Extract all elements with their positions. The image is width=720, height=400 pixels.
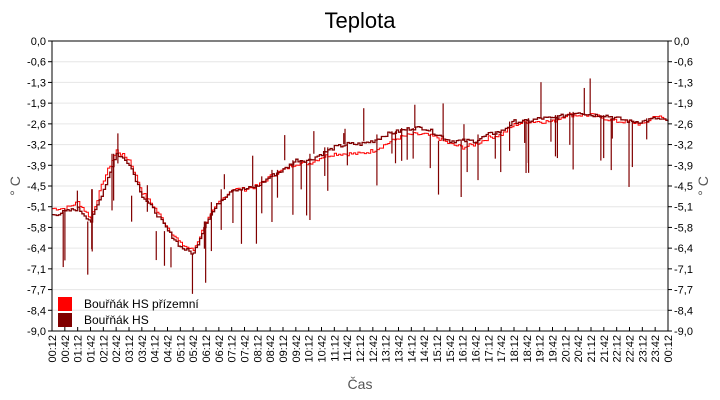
svg-text:-3,9: -3,9 (27, 160, 46, 172)
legend: Bouřňák HS přízemní Bouřňák HS (58, 296, 199, 328)
svg-text:09:42: 09:42 (291, 335, 303, 363)
svg-text:00:12: 00:12 (663, 335, 675, 363)
legend-swatch-red (58, 297, 72, 311)
svg-text:-2,6: -2,6 (27, 119, 46, 131)
svg-text:06:42: 06:42 (214, 335, 226, 363)
svg-text:-0,6: -0,6 (27, 57, 46, 69)
svg-text:-9,0: -9,0 (27, 326, 46, 338)
svg-text:15:12: 15:12 (432, 335, 444, 363)
svg-text:11:12: 11:12 (329, 335, 341, 362)
svg-text:07:42: 07:42 (240, 335, 252, 363)
svg-text:-5,1: -5,1 (674, 202, 693, 214)
legend-swatch-darkred (58, 313, 72, 327)
svg-text:19:42: 19:42 (548, 335, 560, 363)
svg-text:20:12: 20:12 (560, 335, 572, 363)
svg-text:-3,2: -3,2 (674, 140, 693, 152)
svg-text:-1,3: -1,3 (674, 77, 693, 89)
svg-text:-6,4: -6,4 (674, 243, 693, 255)
legend-item-ground[interactable]: Bouřňák HS přízemní (58, 296, 199, 312)
svg-text:04:42: 04:42 (163, 335, 175, 363)
x-axis-label: Čas (348, 376, 373, 392)
svg-text:22:12: 22:12 (612, 335, 624, 363)
svg-text:10:42: 10:42 (317, 335, 329, 363)
svg-text:05:42: 05:42 (188, 335, 200, 363)
svg-text:06:12: 06:12 (201, 335, 213, 363)
svg-text:01:42: 01:42 (86, 335, 98, 363)
legend-label: Bouřňák HS (84, 313, 149, 327)
svg-text:11:42: 11:42 (342, 335, 354, 362)
x-axis: 00:12 00:42 01:12 01:42 02:12 02:42 03:12 03:42… (47, 327, 675, 363)
svg-text:18:42: 18:42 (522, 335, 534, 363)
svg-text:17:42: 17:42 (496, 335, 508, 363)
svg-text:15:42: 15:42 (445, 335, 457, 363)
svg-text:-8,4: -8,4 (674, 305, 693, 317)
svg-text:08:42: 08:42 (265, 335, 277, 363)
y-axis-right: 0,0 -0,6 -1,3 -1,9 -2,6 -3,2 -3,9 -4,5 -5,1 -5,8 -… (668, 36, 693, 338)
y-axis-left: 0,0 -0,6 -1,3 -1,9 -2,6 -3,2 -3,9 -4,5 -5,1 -5,8 -… (27, 36, 52, 338)
svg-text:22:42: 22:42 (625, 335, 637, 363)
svg-text:12:42: 12:42 (368, 335, 380, 363)
y-axis-label-right: ° C (695, 176, 711, 196)
svg-text:19:12: 19:12 (535, 335, 547, 363)
svg-text:14:12: 14:12 (406, 335, 418, 363)
svg-text:-1,3: -1,3 (27, 77, 46, 89)
svg-text:23:12: 23:12 (637, 335, 649, 363)
svg-text:21:42: 21:42 (599, 335, 611, 363)
svg-text:-4,5: -4,5 (27, 181, 46, 193)
svg-text:-9,0: -9,0 (674, 326, 693, 338)
svg-text:02:12: 02:12 (98, 335, 110, 363)
svg-text:03:42: 03:42 (137, 335, 149, 363)
svg-text:-0,6: -0,6 (674, 57, 693, 69)
svg-text:01:12: 01:12 (73, 335, 85, 363)
svg-text:-8,4: -8,4 (27, 305, 46, 317)
chart-title: Teplota (324, 8, 396, 33)
svg-text:-7,1: -7,1 (674, 264, 693, 276)
data-series (52, 78, 669, 294)
svg-text:-1,9: -1,9 (27, 98, 46, 110)
svg-text:-7,7: -7,7 (27, 285, 46, 297)
svg-text:13:42: 13:42 (394, 335, 406, 363)
svg-text:21:12: 21:12 (586, 335, 598, 363)
grid-lines (52, 61, 668, 311)
svg-text:14:42: 14:42 (419, 335, 431, 363)
svg-text:-6,4: -6,4 (27, 243, 46, 255)
y-axis-label-left: ° C (7, 176, 23, 196)
svg-text:03:12: 03:12 (124, 335, 136, 363)
svg-text:10:12: 10:12 (304, 335, 316, 363)
svg-text:13:12: 13:12 (381, 335, 393, 363)
svg-text:05:12: 05:12 (175, 335, 187, 363)
svg-text:-3,9: -3,9 (674, 160, 693, 172)
legend-item-hs[interactable]: Bouřňák HS (58, 312, 199, 328)
svg-text:17:12: 17:12 (483, 335, 495, 363)
svg-text:16:42: 16:42 (471, 335, 483, 363)
svg-text:-5,8: -5,8 (27, 222, 46, 234)
svg-text:-4,5: -4,5 (674, 181, 693, 193)
svg-text:0,0: 0,0 (31, 36, 46, 48)
svg-text:04:12: 04:12 (150, 335, 162, 363)
svg-text:-7,7: -7,7 (674, 285, 693, 297)
svg-text:00:12: 00:12 (47, 335, 59, 363)
svg-text:0,0: 0,0 (674, 36, 689, 48)
legend-label: Bouřňák HS přízemní (84, 297, 199, 311)
svg-text:08:12: 08:12 (252, 335, 264, 363)
svg-text:16:12: 16:12 (458, 335, 470, 363)
svg-text:02:42: 02:42 (111, 335, 123, 363)
svg-text:-1,9: -1,9 (674, 98, 693, 110)
svg-text:-5,8: -5,8 (674, 222, 693, 234)
svg-text:23:42: 23:42 (650, 335, 662, 363)
svg-text:-5,1: -5,1 (27, 202, 46, 214)
svg-text:-3,2: -3,2 (27, 140, 46, 152)
svg-text:-7,1: -7,1 (27, 264, 46, 276)
svg-text:09:12: 09:12 (278, 335, 290, 363)
svg-text:07:12: 07:12 (227, 335, 239, 363)
svg-text:-2,6: -2,6 (674, 119, 693, 131)
svg-text:12:12: 12:12 (355, 335, 367, 363)
svg-text:00:42: 00:42 (60, 335, 72, 363)
svg-text:20:42: 20:42 (573, 335, 585, 363)
svg-text:18:12: 18:12 (509, 335, 521, 363)
